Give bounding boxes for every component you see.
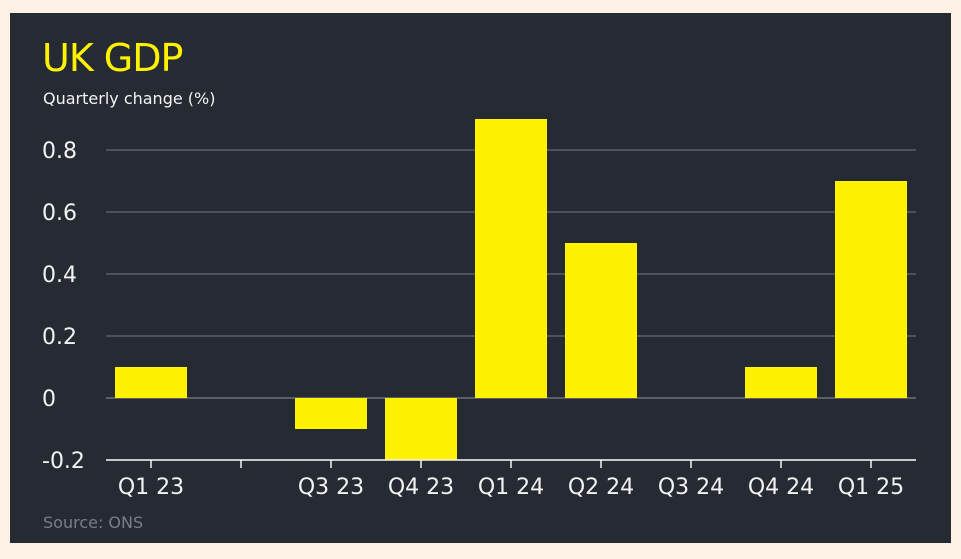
bar-q4-24 <box>745 367 817 398</box>
y-tick-label: 0.8 <box>42 139 77 164</box>
x-axis <box>106 459 916 468</box>
x-tick-label: Q1 23 <box>118 475 184 500</box>
source-note: Source: ONS <box>43 513 144 532</box>
y-tick-label: -0.2 <box>42 449 85 474</box>
bars <box>115 119 907 460</box>
x-tick-label: Q4 24 <box>748 475 814 500</box>
x-tick-label: Q1 25 <box>838 475 904 500</box>
x-axis-labels: Q1 23 Q3 23 Q4 23 Q1 24 Q2 24 Q3 24 Q4 24 Q1 25 <box>118 475 904 500</box>
y-axis-labels: 0.8 0.6 0.4 0.2 0 -0.2 <box>42 139 85 474</box>
x-tick-label: Q3 23 <box>298 475 364 500</box>
y-tick-label: 0.4 <box>42 263 77 288</box>
y-tick-label: 0 <box>42 387 56 412</box>
x-tick-label: Q2 24 <box>568 475 634 500</box>
x-tick-label: Q3 24 <box>658 475 724 500</box>
bar-q2-24 <box>565 243 637 398</box>
bar-q1-23 <box>115 367 187 398</box>
bar-q4-23 <box>385 398 457 460</box>
chart-subtitle: Quarterly change (%) <box>43 89 216 108</box>
y-tick-label: 0.2 <box>42 325 77 350</box>
x-tick-label: Q1 24 <box>478 475 544 500</box>
bar-q1-24 <box>475 119 547 398</box>
bar-q3-23 <box>295 398 367 429</box>
y-tick-label: 0.6 <box>42 201 77 226</box>
x-tick-label: Q4 23 <box>388 475 454 500</box>
bar-q1-25 <box>835 181 907 398</box>
chart-title: UK GDP <box>42 36 183 80</box>
